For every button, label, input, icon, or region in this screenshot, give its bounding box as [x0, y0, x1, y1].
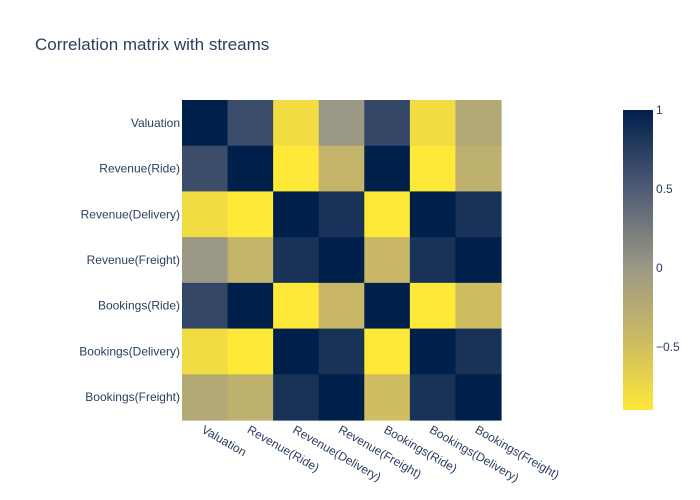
heatmap-cell — [273, 237, 320, 284]
heatmap-cell — [318, 145, 365, 193]
heatmap-cell — [273, 374, 320, 421]
heatmap-cell — [409, 237, 457, 284]
y-tick-label: Bookings(Delivery) — [79, 344, 180, 358]
heatmap-cell — [227, 191, 274, 238]
heatmap-cell — [227, 145, 274, 193]
heatmap-cell — [455, 100, 502, 147]
heatmap-cell — [182, 191, 229, 238]
heatmap-cell — [273, 100, 320, 147]
x-tick-label: Valuation — [199, 422, 249, 459]
heatmap-cell — [227, 237, 274, 284]
heatmap-cell — [318, 191, 365, 238]
heatmap-cell — [364, 237, 411, 284]
heatmap-cell — [227, 100, 274, 147]
heatmap-cell — [273, 145, 320, 193]
colorbar-tick-label: 0.5 — [656, 182, 673, 196]
heatmap-cell — [273, 282, 320, 330]
heatmap-cell — [318, 100, 365, 147]
y-axis-tick-labels: Valuation Revenue(Ride) Revenue(Delivery) R… — [79, 116, 180, 404]
heatmap-cell — [455, 237, 502, 284]
heatmap-cell — [318, 237, 365, 284]
heatmap-cell — [182, 100, 229, 147]
heatmap-cell — [455, 145, 502, 193]
heatmap-cell — [182, 237, 229, 284]
heatmap-cell — [364, 282, 411, 330]
y-tick-label: Valuation — [131, 116, 180, 130]
heatmap-cell — [409, 145, 457, 193]
x-axis-tick-labels: ValuationRevenue(Ride)Revenue(Delivery)R… — [199, 422, 561, 484]
heatmap-cell — [318, 282, 365, 330]
y-tick-label: Revenue(Ride) — [99, 162, 180, 176]
y-tick-label: Revenue(Delivery) — [81, 207, 180, 221]
heatmap-cell — [182, 328, 229, 375]
heatmap-cell — [364, 374, 411, 421]
heatmap-cell — [409, 282, 457, 330]
heatmap-cell — [318, 374, 365, 421]
heatmap-cell — [318, 328, 365, 375]
heatmap-cell — [409, 374, 457, 421]
heatmap-cell — [409, 328, 457, 375]
colorbar — [623, 110, 653, 410]
heatmap-cell — [227, 374, 274, 421]
colorbar-tick-label: −0.5 — [656, 340, 680, 354]
heatmap-cell — [409, 191, 457, 238]
heatmap-cell — [227, 282, 274, 330]
heatmap-cell — [364, 191, 411, 238]
heatmap-cell — [455, 374, 502, 421]
heatmap-cell — [364, 100, 411, 147]
y-tick-label: Bookings(Freight) — [85, 390, 180, 404]
heatmap-cell — [364, 328, 411, 375]
heatmap-cell — [455, 282, 502, 330]
colorbar-tick-label: 1 — [656, 103, 663, 117]
heatmap-cell — [273, 328, 320, 375]
heatmap-cell — [182, 282, 229, 330]
chart-title: Correlation matrix with streams — [35, 35, 269, 54]
heatmap-cell — [455, 328, 502, 375]
y-tick-label: Revenue(Freight) — [87, 253, 180, 267]
heatmap-cell — [409, 100, 457, 147]
heatmap-cell — [364, 145, 411, 193]
heatmap-cell — [273, 191, 320, 238]
heatmap-cell — [455, 191, 502, 238]
heatmap-cell — [182, 145, 229, 193]
heatmap-cell — [182, 374, 229, 421]
y-tick-label: Bookings(Ride) — [98, 299, 180, 313]
colorbar-tick-label: 0 — [656, 261, 663, 275]
colorbar-tick-labels: 1 0.5 0 −0.5 — [656, 103, 680, 354]
heatmap-cells — [182, 100, 502, 421]
heatmap-cell — [227, 328, 274, 375]
